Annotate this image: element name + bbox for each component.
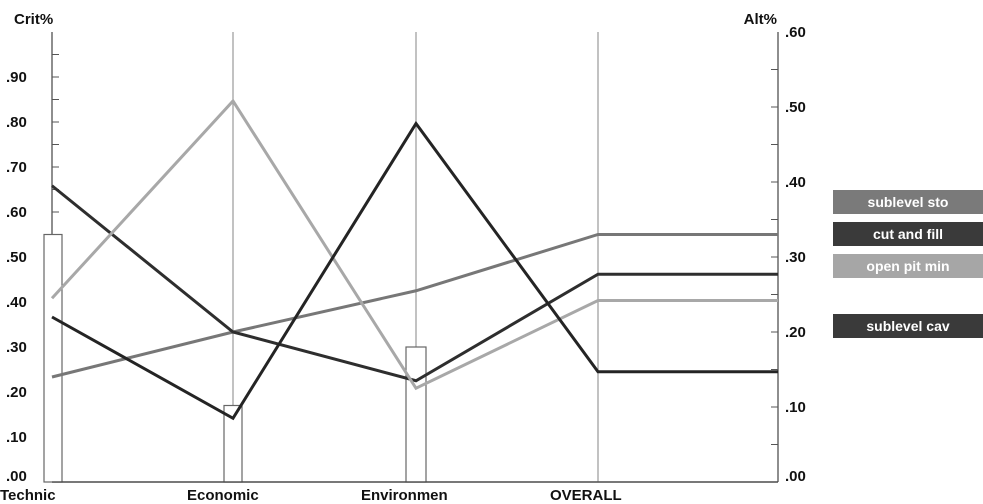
criteria-weight-bar bbox=[405, 346, 427, 483]
right-tick-label: .30 bbox=[785, 249, 806, 266]
left-tick-label: .00 bbox=[6, 468, 27, 485]
left-tick-label: .90 bbox=[6, 69, 27, 86]
left-tick-label: .10 bbox=[6, 429, 27, 446]
criteria-weight-bar bbox=[43, 233, 63, 483]
series-line-3 bbox=[50, 98, 778, 391]
left-tick-label: .40 bbox=[6, 294, 27, 311]
right-axis-title: Alt% bbox=[744, 11, 777, 28]
category-label: Environmen bbox=[361, 487, 448, 504]
series-line-4 bbox=[51, 120, 778, 421]
axis-labels: .00 .10 .20 .30 .40 .50 .60 .70 .80 .90 .00 .10 .20.… bbox=[0, 11, 806, 504]
left-tick-label: .30 bbox=[6, 339, 27, 356]
legend-item[interactable]: sublevel sto bbox=[833, 190, 983, 214]
series-lines bbox=[50, 98, 778, 483]
left-axis-title: Crit% bbox=[14, 11, 53, 28]
right-tick-label: .10 bbox=[785, 399, 806, 416]
category-label: Economic bbox=[187, 487, 259, 504]
series-line-1 bbox=[51, 233, 778, 379]
left-tick-label: .60 bbox=[6, 204, 27, 221]
right-tick-label: .40 bbox=[785, 174, 806, 191]
legend-item[interactable]: sublevel cav bbox=[833, 314, 983, 338]
category-label: OVERALL bbox=[550, 487, 622, 504]
right-tick-label: .60 bbox=[785, 24, 806, 41]
right-tick-label: .00 bbox=[785, 468, 806, 485]
left-tick-label: .80 bbox=[6, 114, 27, 131]
right-tick-label: .50 bbox=[785, 99, 806, 116]
category-label: Technic bbox=[0, 487, 56, 504]
left-tick-label: .70 bbox=[6, 159, 27, 176]
legend-item[interactable]: cut and fill bbox=[833, 222, 983, 246]
legend-item[interactable]: open pit min bbox=[833, 254, 983, 278]
left-tick-label: .20 bbox=[6, 384, 27, 401]
right-tick-label: .20 bbox=[785, 324, 806, 341]
left-tick-label: .50 bbox=[6, 249, 27, 266]
criteria-weight-bars bbox=[43, 233, 427, 483]
series-line-2 bbox=[51, 184, 778, 383]
